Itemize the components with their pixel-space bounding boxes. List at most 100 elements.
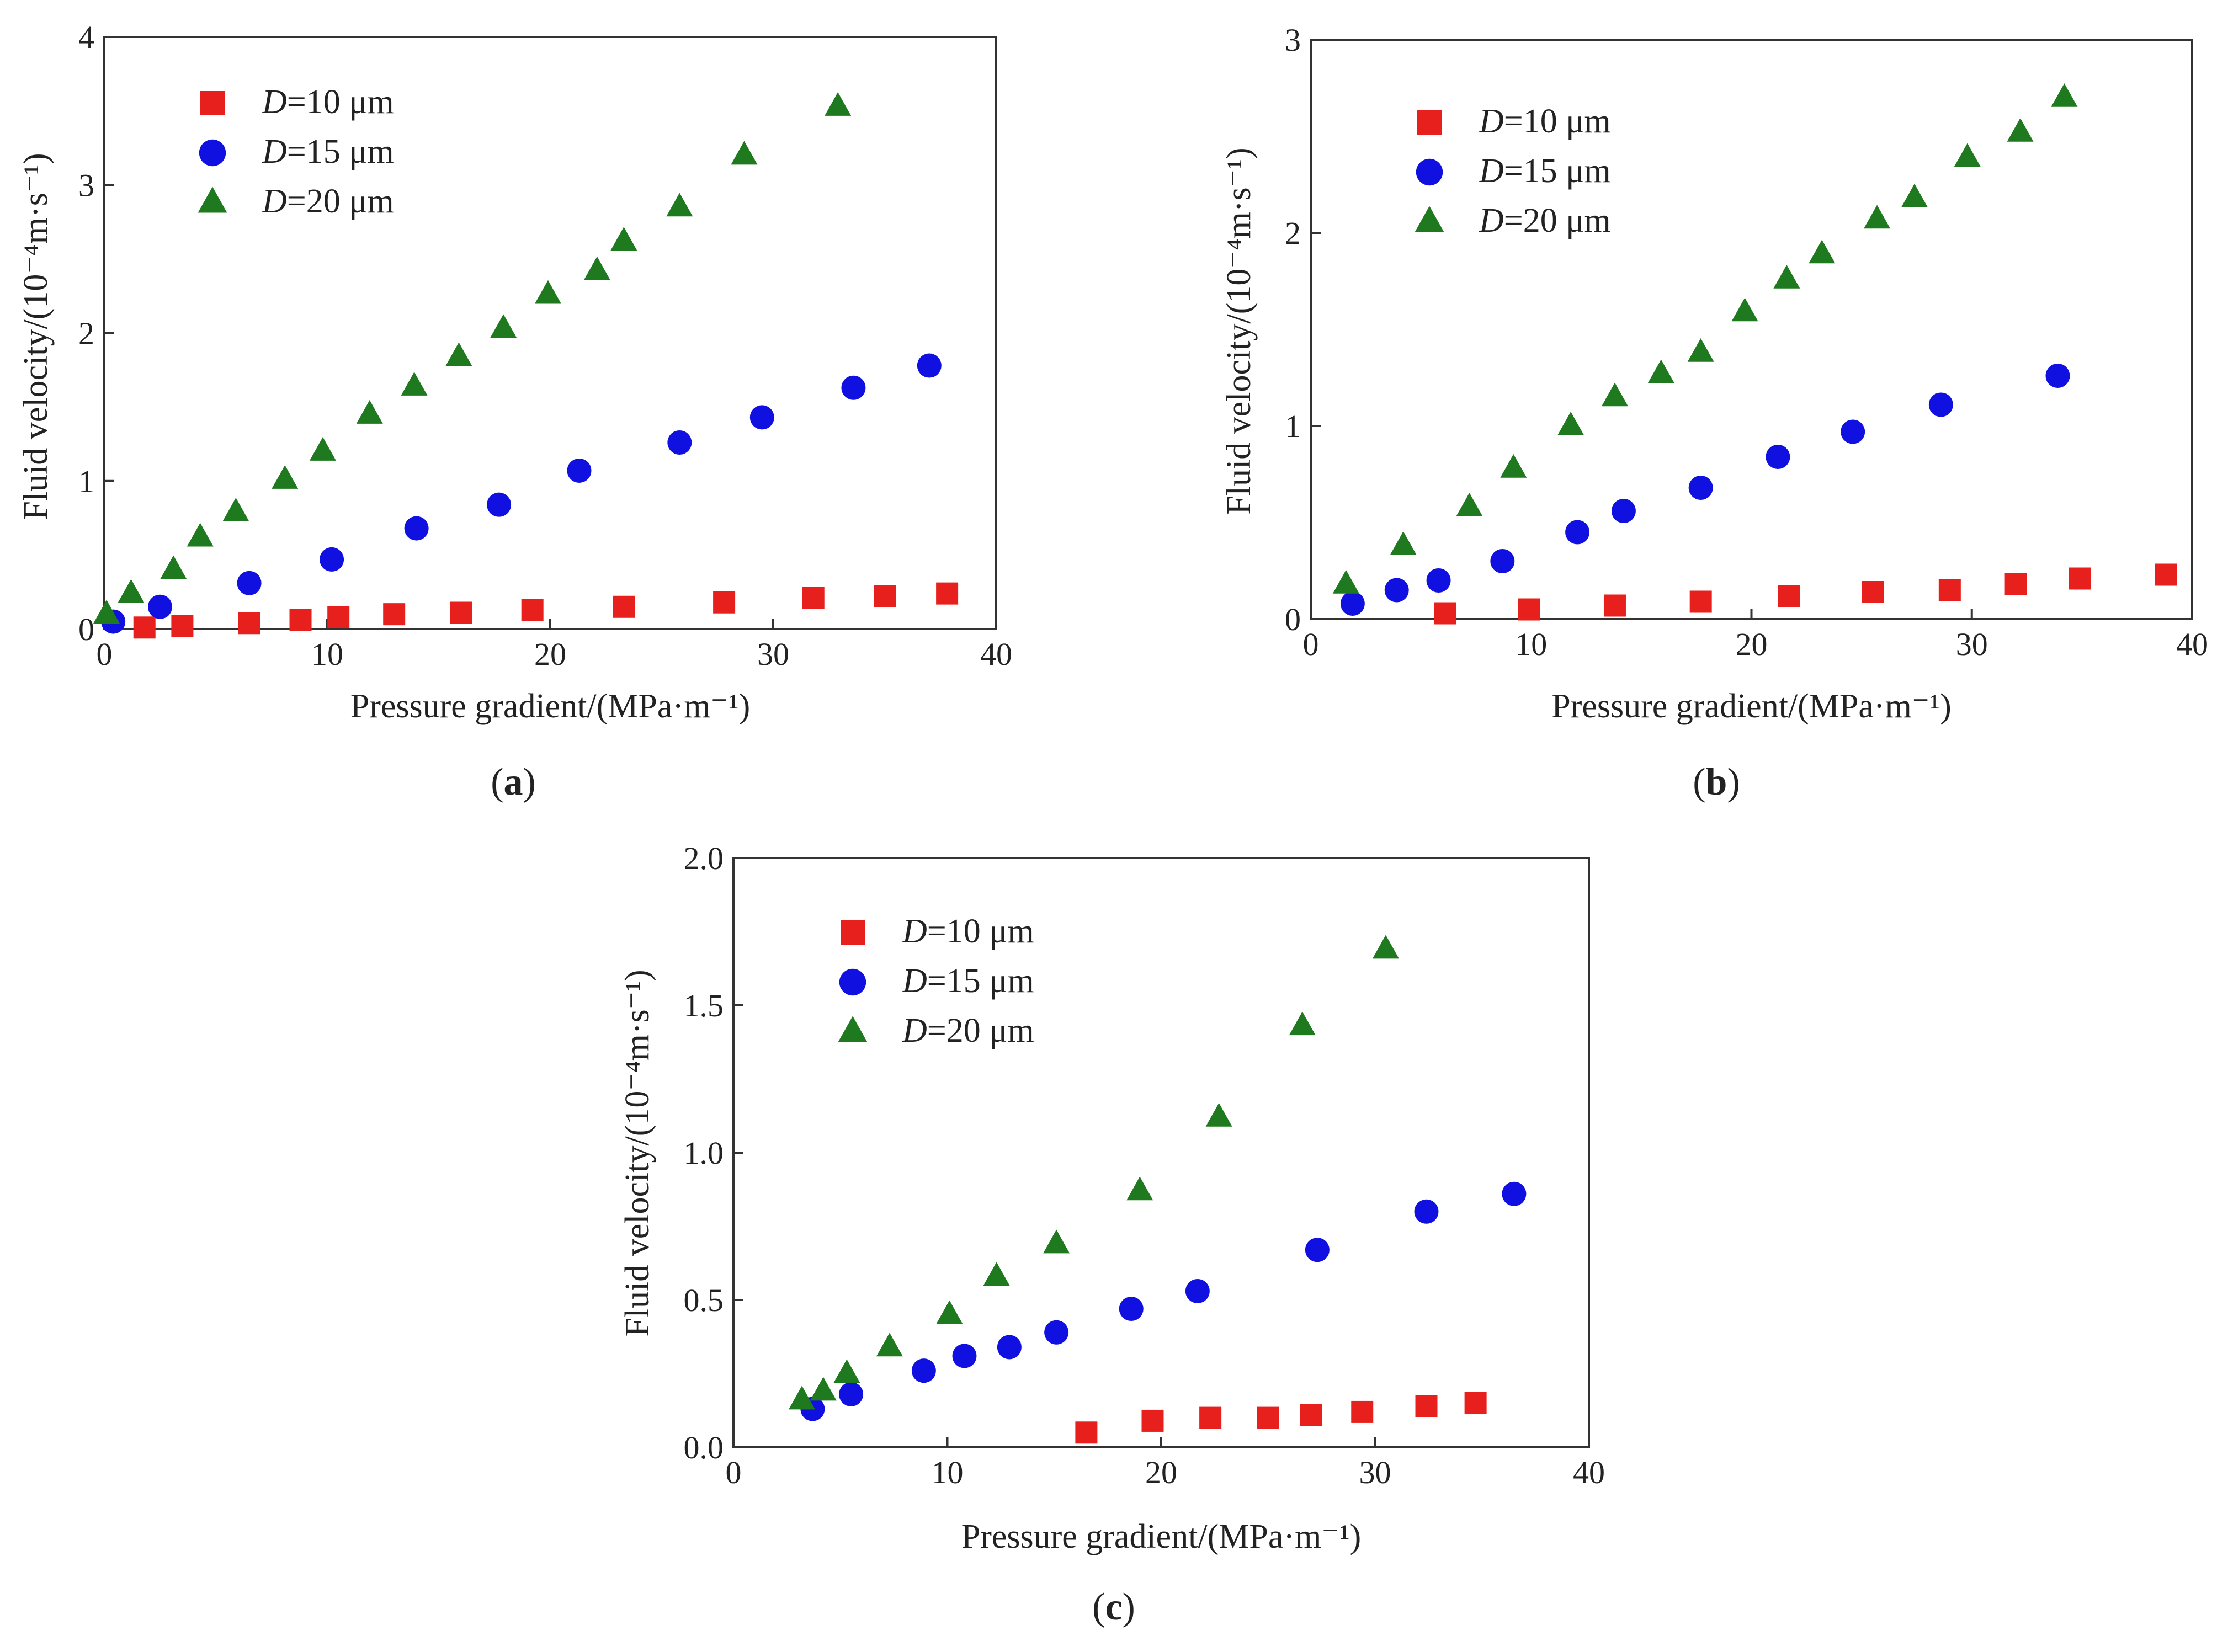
- data-point-d10-b: [2069, 567, 2091, 590]
- legend-marker-d20-a: [198, 186, 227, 213]
- y-tick-label-c: 0.5: [684, 1282, 724, 1318]
- legend-label-value-c: =20 μm: [927, 1012, 1034, 1049]
- data-point-d10-a: [450, 601, 472, 624]
- x-tick-label-c: 20: [1145, 1454, 1177, 1490]
- data-point-d20-a: [825, 92, 852, 116]
- legend-label-var-a: D: [262, 83, 287, 121]
- data-point-d20-a: [160, 555, 187, 579]
- data-point-d10-b: [2155, 563, 2177, 586]
- data-point-d10-a: [802, 587, 825, 609]
- data-point-d15-b: [1426, 568, 1451, 593]
- x-tick-label-a: 30: [757, 636, 789, 672]
- legend-label-value-b: =10 μm: [1504, 103, 1611, 140]
- data-point-d10-a: [874, 585, 896, 607]
- data-point-d15-a: [148, 594, 172, 619]
- data-point-d15-b: [1611, 499, 1636, 523]
- legend-label-var-c: D: [902, 962, 927, 1000]
- data-point-d20-a: [666, 193, 693, 217]
- data-point-d15-a: [917, 353, 942, 378]
- data-point-d15-b: [1928, 392, 1953, 417]
- data-point-d10-c: [1464, 1392, 1487, 1414]
- data-point-d20-a: [309, 437, 336, 461]
- panel-label-a: (a): [491, 761, 536, 803]
- data-point-d15-c: [1119, 1297, 1144, 1321]
- legend-marker-d10-a: [200, 91, 225, 115]
- data-point-d20-b: [1390, 531, 1417, 555]
- data-point-d20-c: [789, 1385, 815, 1410]
- data-point-d20-b: [1731, 297, 1758, 322]
- data-point-d15-a: [567, 458, 592, 483]
- legend-marker-d10-b: [1417, 110, 1442, 135]
- data-point-d20-a: [93, 600, 120, 624]
- y-tick-label-a: 2: [78, 316, 94, 351]
- data-point-d15-a: [487, 492, 512, 517]
- data-point-d20-a: [118, 579, 145, 603]
- legend-marker-d15-c: [839, 968, 866, 996]
- data-point-d20-c: [1205, 1102, 1232, 1127]
- legend-label-value-a: =10 μm: [287, 83, 394, 121]
- x-tick-label-a: 40: [980, 636, 1012, 672]
- data-point-d20-a: [583, 256, 610, 280]
- x-tick-label-b: 0: [1303, 626, 1319, 662]
- legend-label-value-b: =15 μm: [1504, 152, 1611, 190]
- data-point-d20-c: [1289, 1011, 1316, 1036]
- legend-label-var-a: D: [262, 133, 287, 170]
- legend-label-var-c: D: [902, 913, 927, 950]
- legend-b: D=10 μm D=15 μm D=20 μm: [1415, 103, 1611, 239]
- x-tick-label-b: 10: [1515, 626, 1547, 662]
- data-point-d15-b: [1766, 445, 1790, 469]
- data-point-d20-a: [534, 280, 561, 304]
- y-tick-label-b: 0: [1285, 601, 1301, 637]
- legend-label-value-a: =15 μm: [287, 133, 394, 170]
- data-point-d15-a: [667, 430, 692, 455]
- data-point-d20-a: [356, 399, 383, 424]
- data-point-d20-a: [731, 141, 758, 165]
- data-point-d20-a: [187, 523, 214, 547]
- chart-panel-a: 0 10 20 30 40 0 1 2 3 4 Pressure gradient/(MPa·m⁻¹…: [17, 19, 1012, 725]
- legend-marker-d20-c: [838, 1016, 868, 1042]
- legend-label-var-b: D: [1479, 152, 1504, 190]
- legend-marker-d15-b: [1416, 158, 1443, 186]
- data-point-d20-a: [401, 372, 428, 396]
- data-point-d15-c: [1305, 1238, 1330, 1262]
- legend-label-d10-b: D=10 μm: [1479, 103, 1611, 140]
- y-axis-title-c: Fluid velocity/(10⁻⁴m·s⁻¹): [619, 969, 656, 1336]
- data-point-d10-c: [1300, 1404, 1322, 1426]
- legend-label-d20-a: D=20 μm: [262, 183, 394, 220]
- y-tick-label-c: 1.5: [684, 988, 724, 1024]
- y-tick-label-a: 0: [78, 611, 94, 647]
- data-point-d20-b: [1647, 359, 1674, 383]
- panel-label-c: (c): [1092, 1586, 1135, 1628]
- data-point-d20-b: [1809, 239, 1836, 264]
- chart-panel-b: 0 10 20 30 40 0 1 2 3 Pressure gradient/(MPa·m⁻¹)…: [1220, 22, 2208, 725]
- data-point-d15-c: [1044, 1320, 1069, 1345]
- data-point-d10-c: [1257, 1406, 1279, 1429]
- data-point-d10-a: [521, 599, 544, 621]
- data-point-d15-b: [1841, 419, 1865, 444]
- data-point-d10-a: [327, 606, 350, 628]
- data-point-d10-b: [1778, 585, 1800, 607]
- data-point-d15-b: [1340, 591, 1365, 616]
- legend-label-d20-b: D=20 μm: [1479, 202, 1611, 239]
- data-point-d15-a: [404, 516, 429, 541]
- data-point-d10-b: [1434, 602, 1456, 625]
- data-point-d20-b: [2051, 83, 2078, 107]
- data-point-d20-c: [1126, 1176, 1153, 1201]
- data-point-d20-c: [983, 1262, 1010, 1286]
- data-point-d20-c: [876, 1333, 903, 1357]
- y-tick-label-b: 3: [1285, 22, 1301, 58]
- data-point-d15-c: [952, 1344, 977, 1368]
- data-point-d10-c: [1075, 1421, 1098, 1444]
- data-point-d20-c: [833, 1359, 860, 1383]
- chart-panel-c: 0 10 20 30 40 0.0 0.5 1.0 1.5 2.0 Pressure gradien…: [619, 840, 1605, 1555]
- data-point-d10-b: [2004, 573, 2027, 595]
- data-point-d20-b: [1901, 183, 1928, 207]
- data-point-d15-b: [1384, 578, 1409, 603]
- data-point-d20-c: [810, 1377, 837, 1401]
- data-point-d10-a: [238, 612, 260, 635]
- legend-label-d15-b: D=15 μm: [1479, 152, 1611, 190]
- data-point-d20-b: [1864, 205, 1891, 229]
- y-axis-title-a: Fluid velocity/(10⁻⁴m·s⁻¹): [17, 153, 55, 520]
- y-tick-label-b: 1: [1285, 408, 1301, 444]
- data-point-d15-c: [1185, 1278, 1210, 1303]
